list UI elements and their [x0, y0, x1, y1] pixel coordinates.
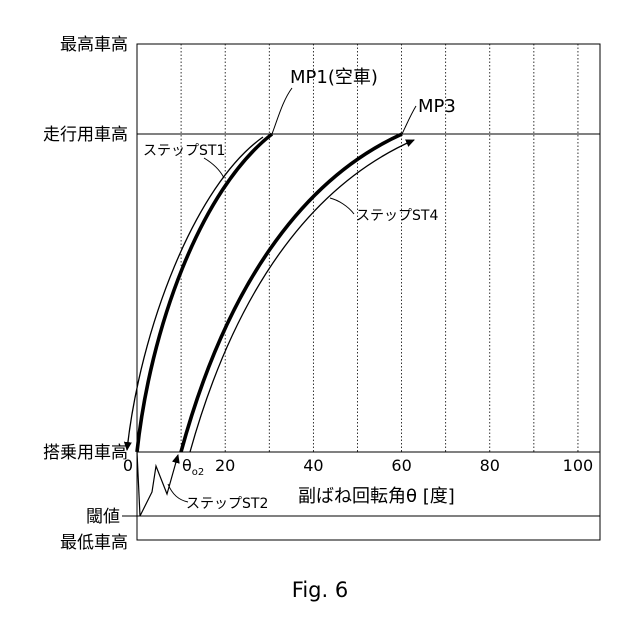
y-label-travel-height: 走行用車高 — [43, 125, 128, 145]
st2-label: ステップST2 — [186, 496, 268, 512]
mp1-leader — [272, 88, 292, 134]
theta-o2-label: θo2 — [182, 456, 204, 478]
plot-frame — [137, 44, 600, 540]
figure-caption: Fig. 6 — [292, 578, 348, 602]
x-axis-label: 副ばね回転角θ [度] — [298, 486, 455, 507]
theta-symbol: θ — [182, 456, 192, 475]
x-tick-label-40: 40 — [303, 456, 323, 475]
y-label-threshold: 閾値 — [86, 507, 120, 527]
y-label-ride-height: 搭乗用車高 — [43, 443, 128, 463]
x-tick-label-20: 20 — [215, 456, 235, 475]
mp3-label: MP3 — [418, 96, 456, 117]
st4-label: ステップST4 — [356, 208, 438, 224]
st1-leader — [204, 158, 224, 178]
x-tick-label-80: 80 — [480, 456, 500, 475]
y-label-min-height: 最低車高 — [60, 533, 128, 553]
st1-label: ステップST1 — [143, 143, 225, 159]
mp3-leader — [402, 106, 416, 134]
x-tick-label-0: 0 — [123, 456, 133, 475]
y-label-max-height: 最高車高 — [60, 35, 128, 55]
st2-leader — [168, 484, 188, 502]
step-st2-path — [140, 455, 178, 516]
st4-leader — [330, 198, 354, 214]
grid-lines — [181, 44, 578, 452]
theta-subscript: o2 — [192, 467, 204, 478]
x-tick-label-60: 60 — [391, 456, 411, 475]
mp1-label: MP1(空車) — [290, 67, 378, 88]
x-tick-label-100: 100 — [563, 456, 594, 475]
st4-curve-bold — [181, 134, 402, 452]
